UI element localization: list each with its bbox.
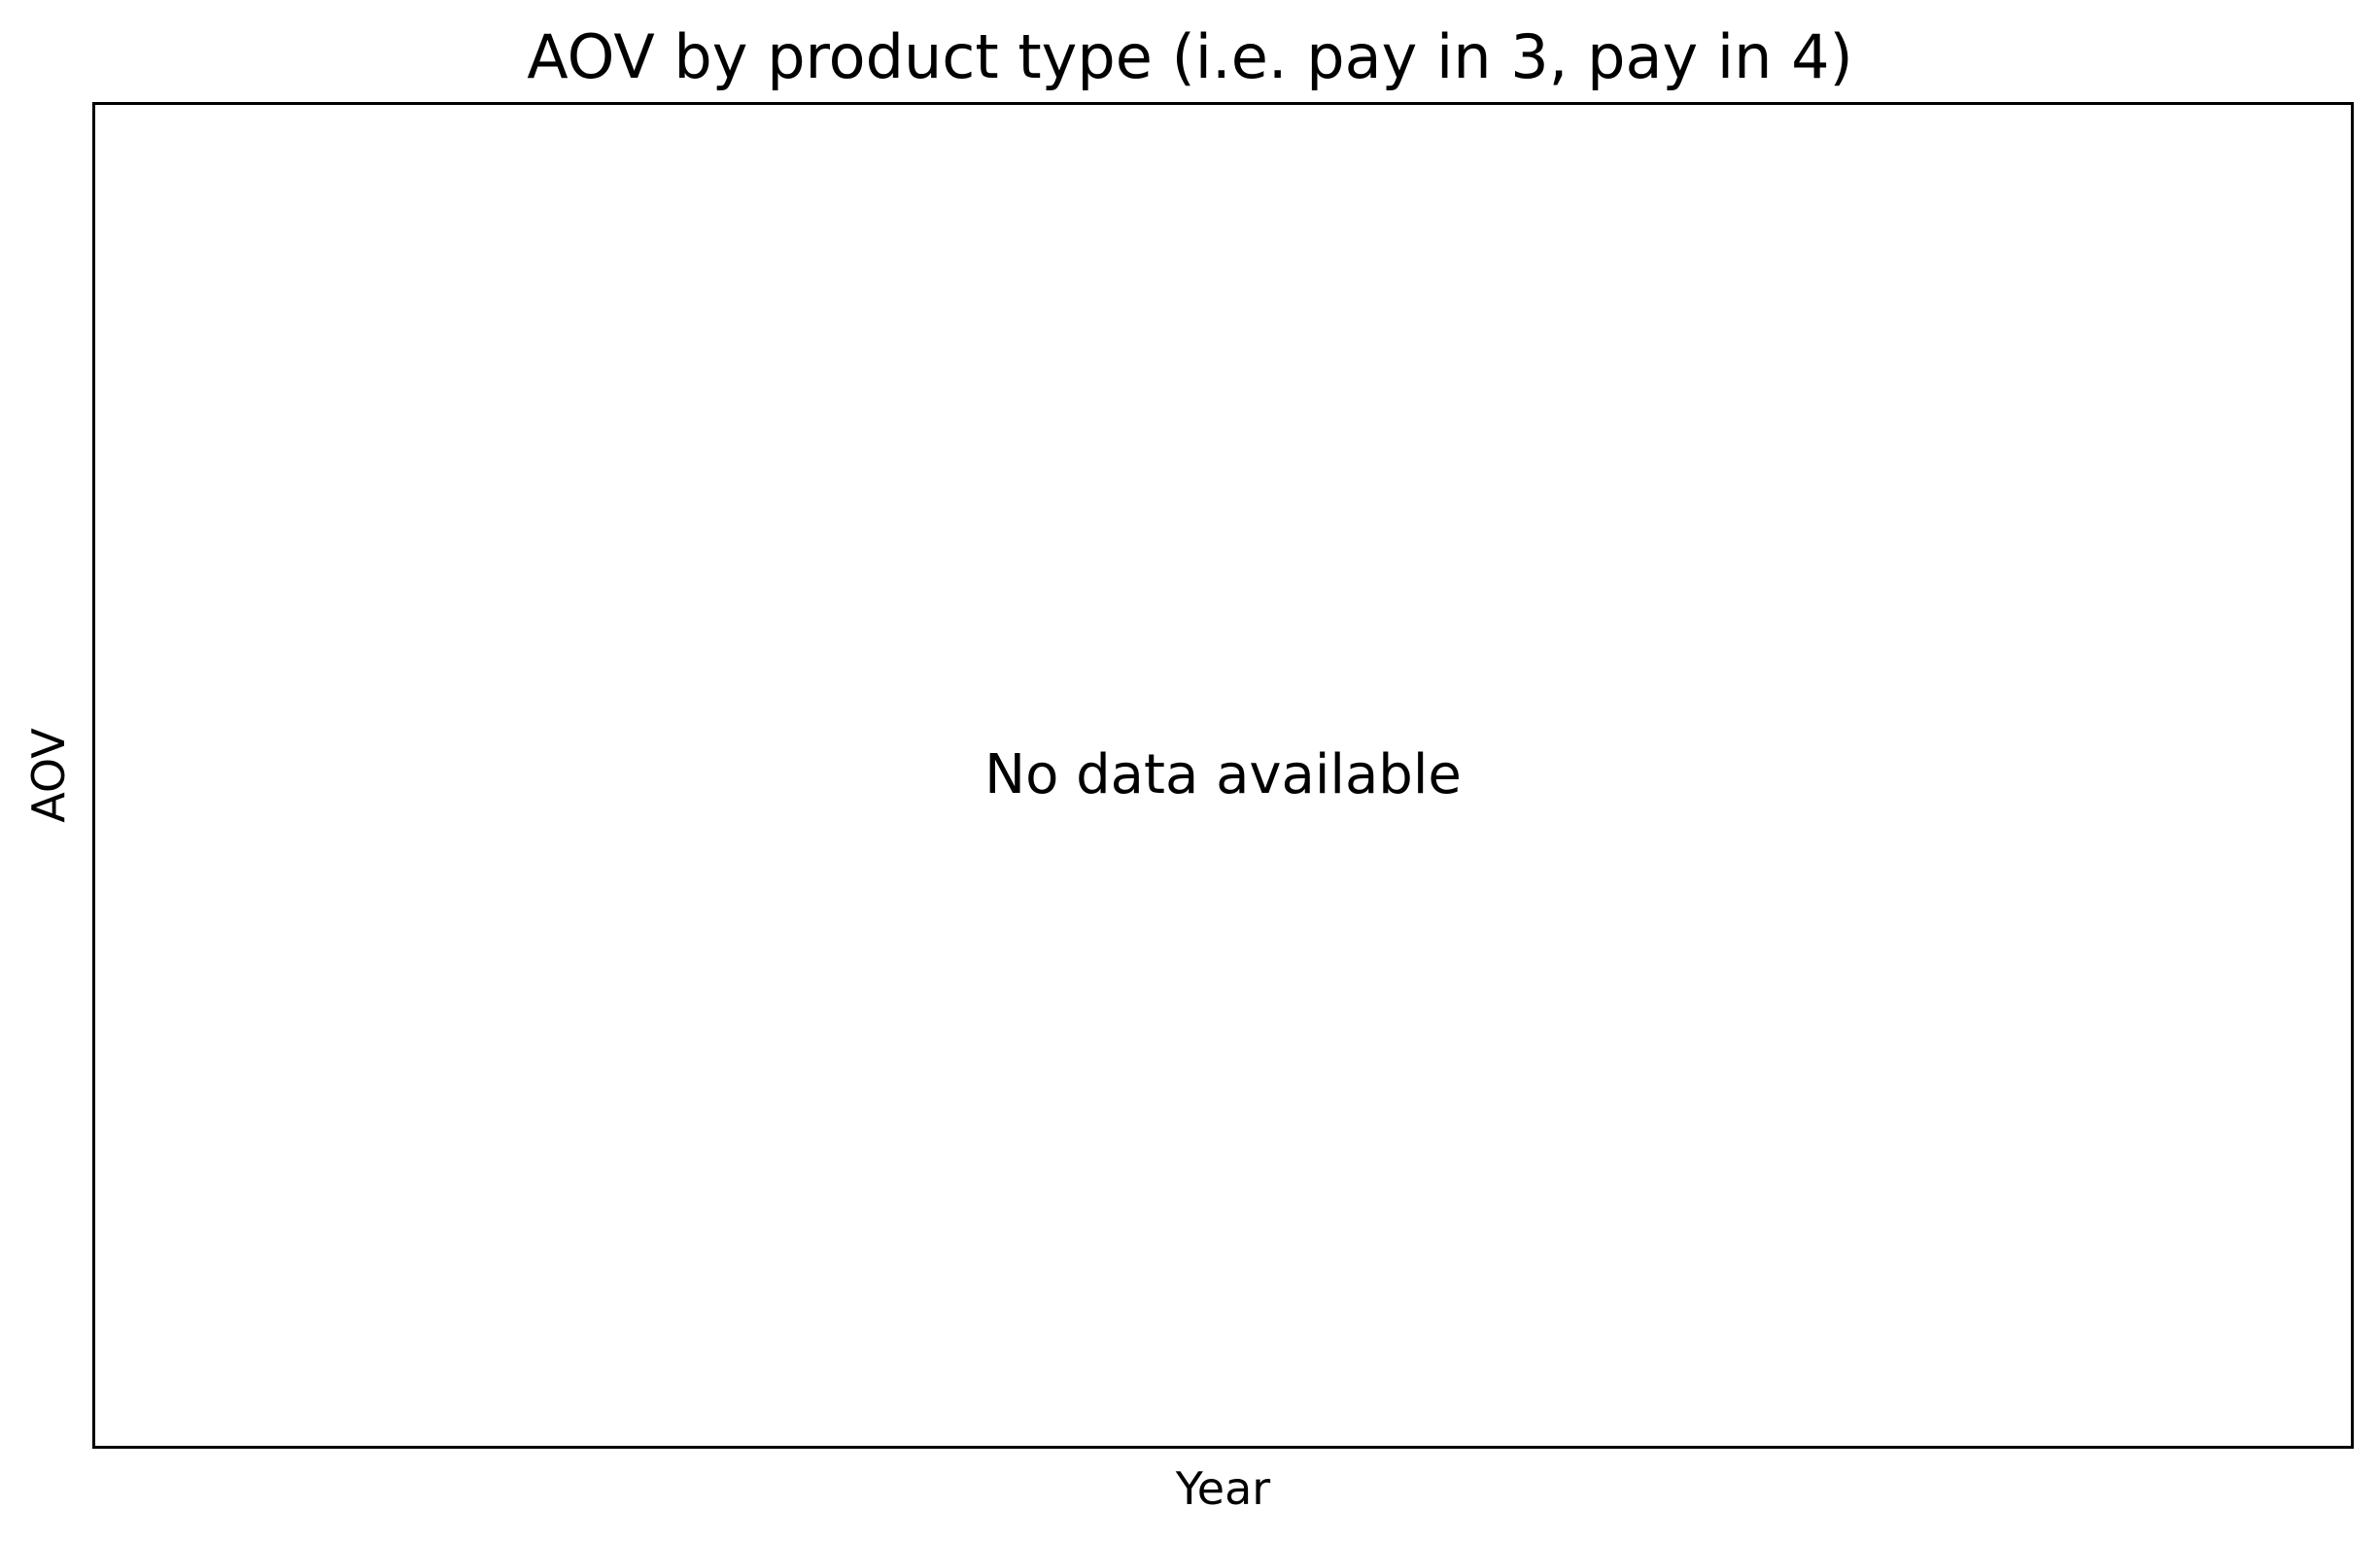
plot-area: No data available bbox=[92, 102, 2354, 1449]
x-axis-label: Year bbox=[1175, 1462, 1271, 1515]
y-axis-label: AOV bbox=[22, 728, 75, 823]
no-data-message: No data available bbox=[984, 743, 1462, 806]
chart-title: AOV by product type (i.e. pay in 3, pay … bbox=[527, 21, 1853, 92]
